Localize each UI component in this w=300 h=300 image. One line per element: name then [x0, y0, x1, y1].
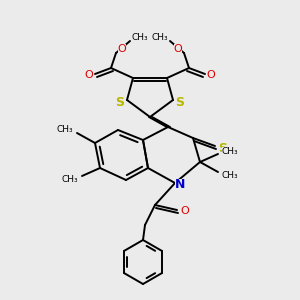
Text: O: O: [174, 44, 182, 54]
Text: S: S: [116, 95, 124, 109]
Text: CH₃: CH₃: [222, 146, 238, 155]
Text: CH₃: CH₃: [132, 34, 148, 43]
Text: O: O: [207, 70, 215, 80]
Text: S: S: [176, 95, 184, 109]
Text: O: O: [181, 206, 189, 216]
Text: CH₃: CH₃: [152, 34, 168, 43]
Text: N: N: [175, 178, 185, 191]
Text: CH₃: CH₃: [57, 124, 73, 134]
Text: CH₃: CH₃: [222, 170, 238, 179]
Text: O: O: [85, 70, 93, 80]
Text: O: O: [118, 44, 126, 54]
Text: S: S: [218, 142, 227, 154]
Text: CH₃: CH₃: [62, 176, 78, 184]
